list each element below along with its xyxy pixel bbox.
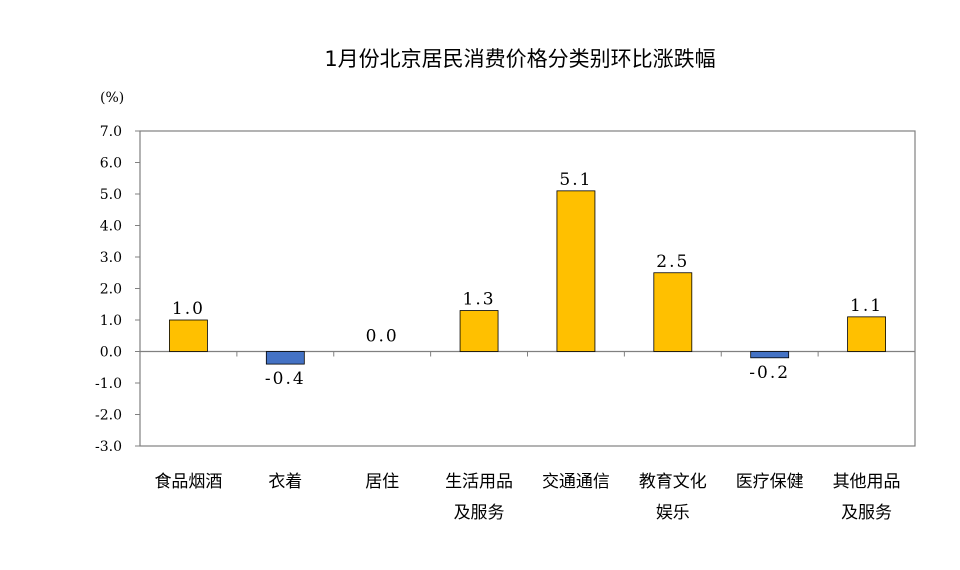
data-label: -0.2 — [749, 363, 790, 383]
category-label: 教育文化 — [639, 472, 707, 492]
data-label: 0.0 — [366, 327, 399, 347]
plot-area — [139, 130, 916, 447]
y-tick-label: -3.0 — [95, 439, 122, 455]
y-tick-label: 0.0 — [100, 345, 122, 361]
bar — [750, 351, 790, 359]
bar — [653, 272, 693, 352]
category-label: 交通通信 — [542, 472, 610, 492]
bar — [459, 310, 499, 352]
category-label: 衣着 — [268, 472, 302, 492]
y-tick-label: 1.0 — [100, 313, 122, 329]
bar — [169, 319, 208, 352]
y-tick-label: 5.0 — [100, 187, 122, 203]
y-tick-label: 2.0 — [100, 282, 122, 298]
category-label: 及服务 — [841, 503, 892, 523]
y-tick-label: -1.0 — [95, 376, 122, 392]
category-label: 及服务 — [454, 503, 505, 523]
category-label: 居住 — [365, 472, 399, 492]
bar-series — [139, 190, 916, 365]
data-label: 2.5 — [656, 252, 689, 272]
data-label: 1.0 — [172, 299, 205, 319]
y-tick-label: -2.0 — [95, 408, 122, 424]
y-axis: 7.0 6.0 5.0 4.0 3.0 2.0 1.0 0.0 -1.0 -2.0 -3.0 — [95, 124, 140, 455]
bar — [556, 190, 596, 352]
data-label: 5.1 — [559, 170, 592, 190]
y-tick-label: 6.0 — [100, 156, 122, 172]
y-tick-label: 7.0 — [100, 124, 122, 140]
category-label: 其他用品 — [833, 472, 901, 492]
y-tick-label: 3.0 — [100, 250, 122, 266]
category-label: 生活用品 — [445, 472, 513, 492]
data-label: 1.3 — [463, 290, 496, 310]
chart-title: 1月份北京居民消费价格分类别环比涨跌幅 — [324, 47, 715, 71]
y-tick-label: 4.0 — [100, 219, 122, 235]
category-label: 医疗保健 — [736, 472, 804, 492]
category-label: 食品烟酒 — [154, 472, 222, 492]
data-label: 1.1 — [850, 296, 883, 316]
bar — [265, 351, 305, 365]
data-labels: 1.0 -0.4 0.0 1.3 5.1 2.5 -0.2 1.1 — [172, 170, 883, 389]
y-axis-unit-label: (%) — [100, 90, 124, 106]
data-label: -0.4 — [265, 369, 306, 389]
category-label: 娱乐 — [656, 503, 690, 523]
bar — [847, 316, 886, 352]
